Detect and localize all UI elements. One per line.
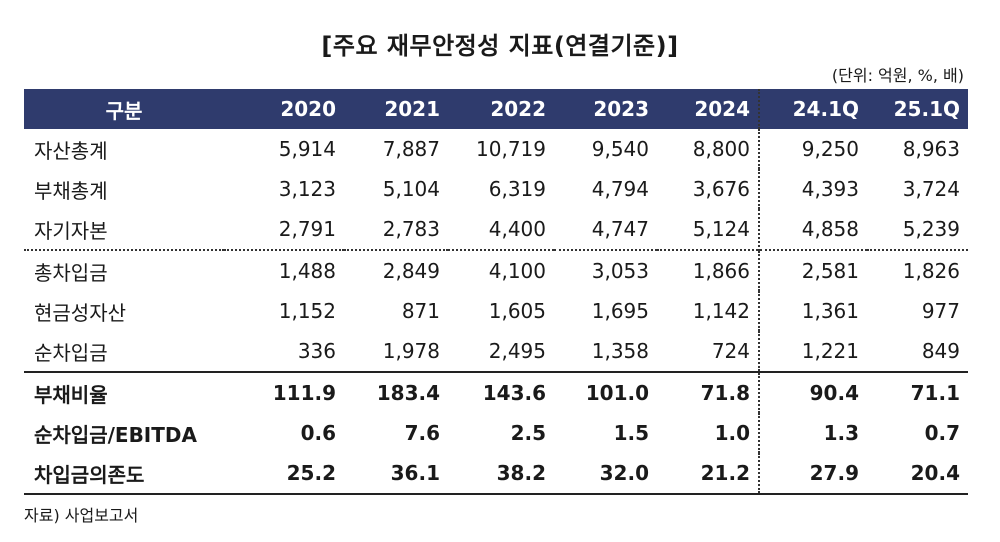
table-cell: 20.4	[867, 453, 968, 495]
table-cell: 1,142	[692, 299, 750, 323]
table-cell: 2,849	[344, 249, 448, 291]
row-label: 자산총계	[34, 138, 108, 163]
table-cell: 21.2	[657, 453, 759, 495]
table-cell: 8,963	[902, 137, 960, 161]
table-cell: 2,581	[758, 249, 867, 291]
column-header: 2024	[657, 89, 759, 129]
unit-note: (단위: 억원, %, 배)	[831, 66, 964, 85]
table-cell: 2,495	[488, 339, 546, 363]
table-cell: 4,100	[448, 249, 554, 291]
table-cell: 10,719	[476, 137, 546, 161]
table-cell: 2,791	[278, 217, 336, 241]
table-cell: 9,540	[591, 137, 649, 161]
row-label: 부채총계	[34, 178, 108, 203]
column-header: 구분	[24, 89, 224, 129]
table-row: 자기자본 2,791 2,783 4,400 4,747 5,124 4,858…	[24, 209, 968, 250]
table-cell: 4,400	[488, 217, 546, 241]
table-cell: 111.9	[224, 371, 344, 413]
table-cell: 1,695	[591, 299, 649, 323]
table-cell: 2.5	[510, 421, 546, 445]
column-header: 2021	[344, 89, 448, 129]
table-cell: 0.6	[300, 421, 336, 445]
row-label: 총차입금	[24, 249, 224, 291]
table-cell: 3,123	[278, 177, 336, 201]
row-label: 순차입금/EBITDA	[34, 422, 197, 447]
table-cell: 977	[921, 299, 960, 323]
table-cell: 7.6	[404, 421, 440, 445]
table-row: 순차입금 336 1,978 2,495 1,358 724 1,221 849	[24, 331, 968, 372]
table-cell: 0.7	[924, 421, 960, 445]
table-cell: 101.0	[554, 371, 657, 413]
table-cell: 2,783	[382, 217, 440, 241]
table-cell: 183.4	[344, 371, 448, 413]
table-cell: 6,319	[488, 177, 546, 201]
table-cell: 5,104	[382, 177, 440, 201]
table-row: 부채비율 111.9 183.4 143.6 101.0 71.8 90.4 7…	[24, 371, 968, 413]
table-cell: 32.0	[554, 453, 657, 495]
table-row: 순차입금/EBITDA 0.6 7.6 2.5 1.5 1.0 1.3 0.7	[24, 413, 968, 453]
table-cell: 71.8	[657, 371, 759, 413]
table-cell: 1,978	[382, 339, 440, 363]
table-row: 총차입금 1,488 2,849 4,100 3,053 1,866 2,581…	[24, 249, 968, 291]
table-cell: 9,250	[758, 129, 867, 169]
table-cell: 8,800	[692, 137, 750, 161]
table-cell: 1,866	[657, 249, 759, 291]
table-row: 현금성자산 1,152 871 1,605 1,695 1,142 1,361 …	[24, 291, 968, 331]
table-cell: 4,393	[758, 169, 867, 209]
table-cell: 71.1	[867, 371, 968, 413]
column-header: 25.1Q	[867, 89, 968, 129]
table-cell: 36.1	[344, 453, 448, 495]
table-row: 차입금의존도 25.2 36.1 38.2 32.0 21.2 27.9 20.…	[24, 453, 968, 495]
table-cell: 336	[297, 339, 336, 363]
table-cell: 871	[401, 299, 440, 323]
source-note: 자료) 사업보고서	[24, 506, 139, 525]
table-cell: 5,239	[902, 217, 960, 241]
header-row: 구분 2020 2021 2022 2023 2024 24.1Q 25.1Q	[24, 89, 968, 129]
table-cell: 7,887	[382, 137, 440, 161]
table-cell: 38.2	[448, 453, 554, 495]
table-cell: 1.5	[613, 421, 649, 445]
table-cell: 1,826	[867, 249, 968, 291]
table-cell: 90.4	[758, 371, 867, 413]
row-label: 자기자본	[34, 218, 108, 243]
row-label: 부채비율	[24, 371, 224, 413]
table-cell: 724	[711, 339, 750, 363]
table-cell: 849	[921, 339, 960, 363]
table-cell: 27.9	[758, 453, 867, 495]
row-label: 순차입금	[34, 340, 108, 365]
table-row: 자산총계 5,914 7,887 10,719 9,540 8,800 9,25…	[24, 129, 968, 169]
table-cell: 1,358	[591, 339, 649, 363]
column-header: 2023	[554, 89, 657, 129]
financial-stability-table: 구분 2020 2021 2022 2023 2024 24.1Q 25.1Q …	[24, 89, 968, 495]
row-label: 현금성자산	[34, 300, 126, 325]
column-header: 2022	[448, 89, 554, 129]
table-cell: 4,747	[591, 217, 649, 241]
table-cell: 1,605	[488, 299, 546, 323]
table-cell: 1,221	[758, 331, 867, 372]
table-cell: 1,488	[224, 249, 344, 291]
table-cell: 3,053	[554, 249, 657, 291]
table-row: 부채총계 3,123 5,104 6,319 4,794 3,676 4,393…	[24, 169, 968, 209]
table-cell: 25.2	[224, 453, 344, 495]
column-header: 2020	[224, 89, 344, 129]
table-cell: 1,152	[278, 299, 336, 323]
table-cell: 4,858	[758, 209, 867, 250]
table-cell: 5,124	[692, 217, 750, 241]
table-cell: 143.6	[448, 371, 554, 413]
table-cell: 1.0	[714, 421, 750, 445]
table-cell: 1,361	[758, 291, 867, 331]
table-cell: 5,914	[278, 137, 336, 161]
table-cell: 4,794	[591, 177, 649, 201]
column-header: 24.1Q	[758, 89, 867, 129]
table-cell: 1.3	[758, 413, 867, 453]
row-label: 차입금의존도	[24, 453, 224, 495]
table-title: [주요 재무안정성 지표(연결기준)]	[321, 32, 679, 60]
table-cell: 3,676	[692, 177, 750, 201]
table-cell: 3,724	[902, 177, 960, 201]
